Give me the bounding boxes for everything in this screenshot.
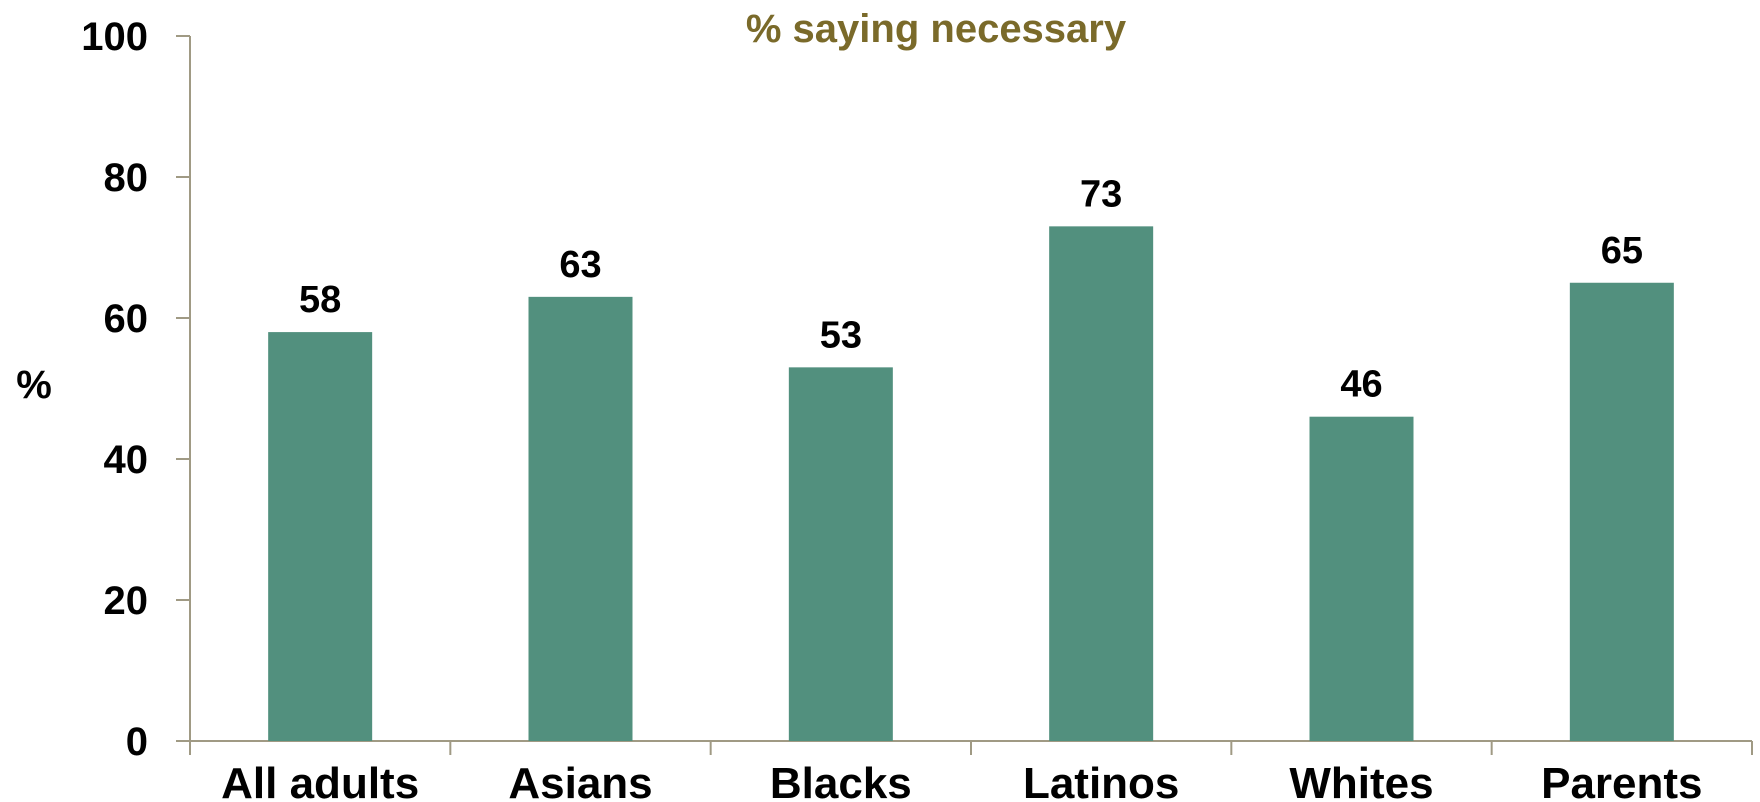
category-label: Asians (508, 759, 652, 802)
category-label: All adults (221, 759, 419, 802)
bars-group (268, 226, 1674, 742)
axes (176, 35, 1753, 755)
category-label: Latinos (1023, 759, 1179, 802)
data-label: 46 (1340, 364, 1382, 406)
y-tick-label: 80 (104, 156, 149, 200)
data-label: 73 (1080, 173, 1122, 215)
bar (528, 296, 633, 741)
bar (788, 367, 893, 741)
labels-group: 0 20 40 60 80 100 58 All adults 63 Asians 53 Blacks… (81, 15, 1702, 802)
y-axis-label: % (16, 363, 52, 407)
y-tick-label: 20 (104, 579, 149, 623)
data-label: 65 (1601, 230, 1643, 272)
y-tick-label: 100 (81, 15, 148, 59)
category-label: Blacks (770, 759, 912, 802)
bar (1049, 226, 1154, 742)
bar (1569, 282, 1674, 741)
chart-title: % saying necessary (746, 7, 1127, 51)
bar (268, 332, 373, 741)
y-tick-label: 40 (104, 438, 149, 482)
bar (1309, 416, 1414, 741)
category-label: Whites (1289, 759, 1433, 802)
y-tick-label: 0 (126, 720, 148, 764)
data-label: 53 (820, 314, 862, 356)
data-label: 58 (299, 279, 341, 321)
y-tick-label: 60 (104, 297, 149, 341)
category-label: Parents (1541, 759, 1702, 802)
data-label: 63 (559, 244, 601, 286)
